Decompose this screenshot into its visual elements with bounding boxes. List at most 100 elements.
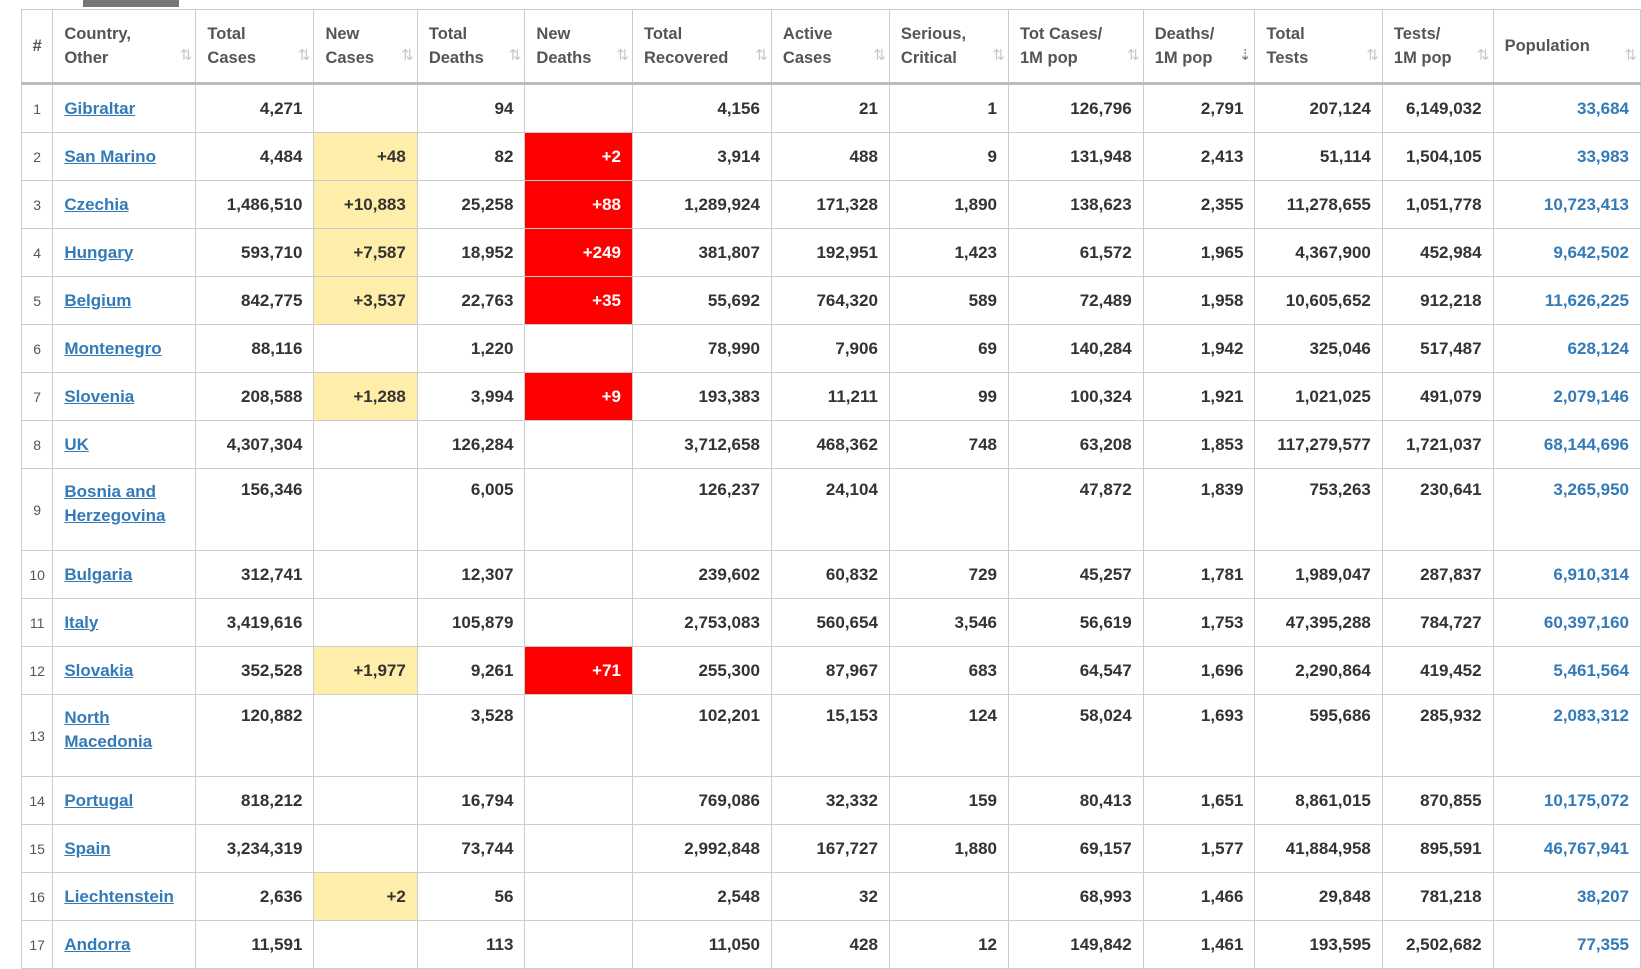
country-link[interactable]: UK xyxy=(64,434,89,454)
cell-country: Spain xyxy=(52,824,197,873)
column-header-cases-per-m[interactable]: Tot Cases/ 1M pop ⇅ xyxy=(1007,9,1144,84)
column-header-deaths-per-m[interactable]: Deaths/ 1M pop ⇣ xyxy=(1142,9,1256,84)
cell-total-deaths: 12,307 xyxy=(416,550,526,599)
cell-total-deaths: 6,005 xyxy=(416,468,526,551)
column-header-country[interactable]: Country, Other ⇅ xyxy=(52,9,197,84)
sort-arrows-icon[interactable]: ⇅ xyxy=(297,47,310,64)
cell-cases-per-m: 63,208 xyxy=(1007,420,1144,469)
cell-new-deaths xyxy=(524,324,633,373)
column-header-active-cases[interactable]: Active Cases ⇅ xyxy=(770,9,890,84)
country-link[interactable]: Italy xyxy=(64,612,99,632)
cell-total-deaths: 3,528 xyxy=(416,694,526,777)
country-link[interactable]: North Macedonia xyxy=(64,708,153,751)
column-header-total-recovered[interactable]: Total Recovered ⇅ xyxy=(632,9,772,84)
cell-country: Czechia xyxy=(52,180,197,229)
cell-total-cases: 2,636 xyxy=(195,872,315,921)
cell-active-cases: 21 xyxy=(770,83,890,133)
country-link[interactable]: Liechtenstein xyxy=(64,886,174,906)
column-header-new-cases[interactable]: New Cases ⇅ xyxy=(313,9,418,84)
country-link[interactable]: Czechia xyxy=(64,194,129,214)
column-header-label: Total Recovered xyxy=(644,25,729,67)
column-header-tests-per-m[interactable]: Tests/ 1M pop ⇅ xyxy=(1381,9,1494,84)
cell-idx: 16 xyxy=(20,872,54,921)
country-link[interactable]: Slovakia xyxy=(64,660,134,680)
country-link[interactable]: Bulgaria xyxy=(64,564,133,584)
cell-deaths-per-m: 1,853 xyxy=(1142,420,1256,469)
table-row: 11 Italy 3,419,616 105,879 2,753,083 560,654 3… xyxy=(20,598,1641,647)
cell-population: 628,124 xyxy=(1492,324,1641,373)
column-header-total-deaths[interactable]: Total Deaths ⇅ xyxy=(416,9,526,84)
country-link[interactable]: Spain xyxy=(64,838,111,858)
sort-arrows-icon[interactable]: ⇅ xyxy=(179,47,192,64)
sort-arrows-icon[interactable]: ⇅ xyxy=(873,47,885,64)
cell-country: UK xyxy=(52,420,197,469)
cell-tests-per-m: 452,984 xyxy=(1381,228,1494,277)
sort-descending-icon[interactable]: ⇣ xyxy=(1238,47,1251,64)
sort-arrows-icon[interactable]: ⇅ xyxy=(1127,47,1139,64)
country-link[interactable]: Belgium xyxy=(64,290,132,310)
country-link[interactable]: Gibraltar xyxy=(64,98,136,118)
cell-idx: 4 xyxy=(20,228,54,277)
column-header-population[interactable]: Population ⇅ xyxy=(1492,9,1641,84)
cell-serious: 1 xyxy=(888,83,1009,133)
country-link[interactable]: Bosnia and Herzegovina xyxy=(64,482,166,525)
sort-arrows-icon[interactable]: ⇅ xyxy=(1366,47,1378,64)
country-link[interactable]: Slovenia xyxy=(64,386,135,406)
cell-idx: 14 xyxy=(20,776,54,825)
cell-tests-per-m: 870,855 xyxy=(1381,776,1494,825)
sort-arrows-icon[interactable]: ⇅ xyxy=(1624,47,1636,64)
cell-country: Slovenia xyxy=(52,372,197,421)
cell-active-cases: 7,906 xyxy=(770,324,890,373)
sort-arrows-icon[interactable]: ⇅ xyxy=(401,47,413,64)
cell-cases-per-m: 68,993 xyxy=(1007,872,1144,921)
cell-total-tests: 29,848 xyxy=(1254,872,1383,921)
country-link[interactable]: Portugal xyxy=(64,790,134,810)
cell-total-cases: 593,710 xyxy=(195,228,315,277)
cell-cases-per-m: 64,547 xyxy=(1007,646,1144,695)
cell-total-tests: 2,290,864 xyxy=(1254,646,1383,695)
active-tab-indicator[interactable] xyxy=(83,0,179,7)
cell-cases-per-m: 126,796 xyxy=(1007,83,1144,133)
column-header-total-tests[interactable]: Total Tests ⇅ xyxy=(1254,9,1383,84)
cell-new-cases xyxy=(313,550,418,599)
cell-active-cases: 60,832 xyxy=(770,550,890,599)
cell-total-tests: 1,021,025 xyxy=(1254,372,1383,421)
sort-arrows-icon[interactable]: ⇅ xyxy=(508,47,521,64)
sort-arrows-icon[interactable]: ⇅ xyxy=(992,47,1004,64)
column-header-total-cases[interactable]: Total Cases ⇅ xyxy=(195,9,315,84)
cell-population: 3,265,950 xyxy=(1492,468,1641,551)
cell-serious: 69 xyxy=(888,324,1009,373)
column-header-serious[interactable]: Serious, Critical ⇅ xyxy=(888,9,1009,84)
country-link[interactable]: Andorra xyxy=(64,934,131,954)
cell-serious: 1,890 xyxy=(888,180,1009,229)
country-link[interactable]: Montenegro xyxy=(64,338,162,358)
cell-tests-per-m: 6,149,032 xyxy=(1381,83,1494,133)
cell-tests-per-m: 419,452 xyxy=(1381,646,1494,695)
table-row: 6 Montenegro 88,116 1,220 78,990 7,906 69 140,2… xyxy=(20,324,1641,373)
cell-total-deaths: 3,994 xyxy=(416,372,526,421)
cell-total-deaths: 25,258 xyxy=(416,180,526,229)
cell-new-cases xyxy=(313,694,418,777)
cell-total-tests: 753,263 xyxy=(1254,468,1383,551)
column-header-idx[interactable]: # xyxy=(20,9,54,84)
cell-active-cases: 167,727 xyxy=(770,824,890,873)
cell-new-cases xyxy=(313,324,418,373)
column-header-new-deaths[interactable]: New Deaths ⇅ xyxy=(524,9,633,84)
cell-country: San Marino xyxy=(52,132,197,181)
cell-active-cases: 560,654 xyxy=(770,598,890,647)
table-row: 7 Slovenia 208,588 +1,288 3,994 +9 193,383 11,2… xyxy=(20,372,1641,421)
cell-population: 68,144,696 xyxy=(1492,420,1641,469)
cell-new-deaths: +71 xyxy=(524,646,633,695)
cell-country: Bosnia and Herzegovina xyxy=(52,468,197,551)
cell-tests-per-m: 230,641 xyxy=(1381,468,1494,551)
country-link[interactable]: Hungary xyxy=(64,242,134,262)
cell-idx: 11 xyxy=(20,598,54,647)
cell-active-cases: 488 xyxy=(770,132,890,181)
cell-new-cases xyxy=(313,776,418,825)
country-link[interactable]: San Marino xyxy=(64,146,156,166)
sort-arrows-icon[interactable]: ⇅ xyxy=(755,47,767,64)
cell-cases-per-m: 72,489 xyxy=(1007,276,1144,325)
cell-tests-per-m: 1,504,105 xyxy=(1381,132,1494,181)
sort-arrows-icon[interactable]: ⇅ xyxy=(1477,47,1489,64)
sort-arrows-icon[interactable]: ⇅ xyxy=(616,47,628,64)
